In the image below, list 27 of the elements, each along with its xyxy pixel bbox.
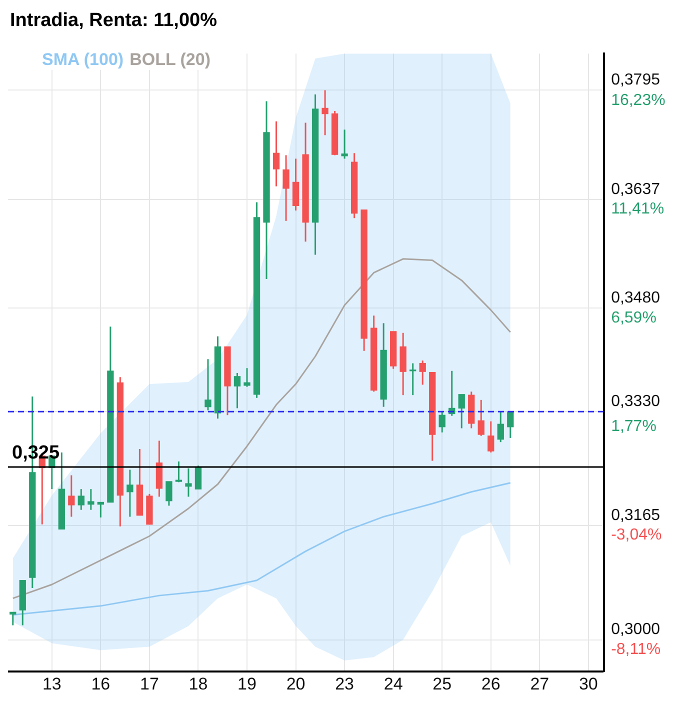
y2-tick-label: -3,04% — [611, 526, 662, 544]
x-tick-label: 25 — [432, 674, 452, 694]
x-tick-label: 13 — [42, 674, 62, 694]
y-tick-label: 0,3480 — [611, 289, 660, 306]
y-tick-label: 0,3795 — [611, 72, 660, 89]
x-tick-label: 24 — [384, 674, 403, 694]
y2-tick-label: -8,11% — [611, 640, 661, 658]
text: SMA (100) — [42, 50, 124, 70]
y-tick-label: 0,3637 — [611, 180, 660, 198]
text: BOLL (20) — [130, 50, 210, 70]
x-tick-label: 20 — [286, 674, 306, 694]
y2-tick-label: 11,41% — [611, 200, 664, 218]
x-tick-label: 27 — [530, 674, 550, 694]
y2-tick-label: 6,59% — [611, 309, 656, 326]
y2-tick-label: 16,23% — [611, 92, 666, 109]
x-tick-label: 17 — [140, 674, 159, 694]
y-tick-label: 0,3330 — [611, 393, 660, 410]
x-tick-label: 19 — [238, 674, 256, 694]
x-tick-label: 26 — [481, 674, 500, 694]
y-tick-label: 0,3165 — [611, 507, 660, 524]
y2-tick-label: 1,77% — [611, 418, 656, 436]
x-tick-label: 16 — [91, 674, 110, 694]
chart-title: Intradia, Renta: 11,00% — [9, 9, 218, 33]
x-tick-label: 30 — [578, 674, 598, 694]
y-tick-label: 0,3000 — [611, 621, 660, 638]
x-tick-label: 23 — [335, 674, 354, 694]
x-tick-label: 18 — [188, 674, 208, 694]
